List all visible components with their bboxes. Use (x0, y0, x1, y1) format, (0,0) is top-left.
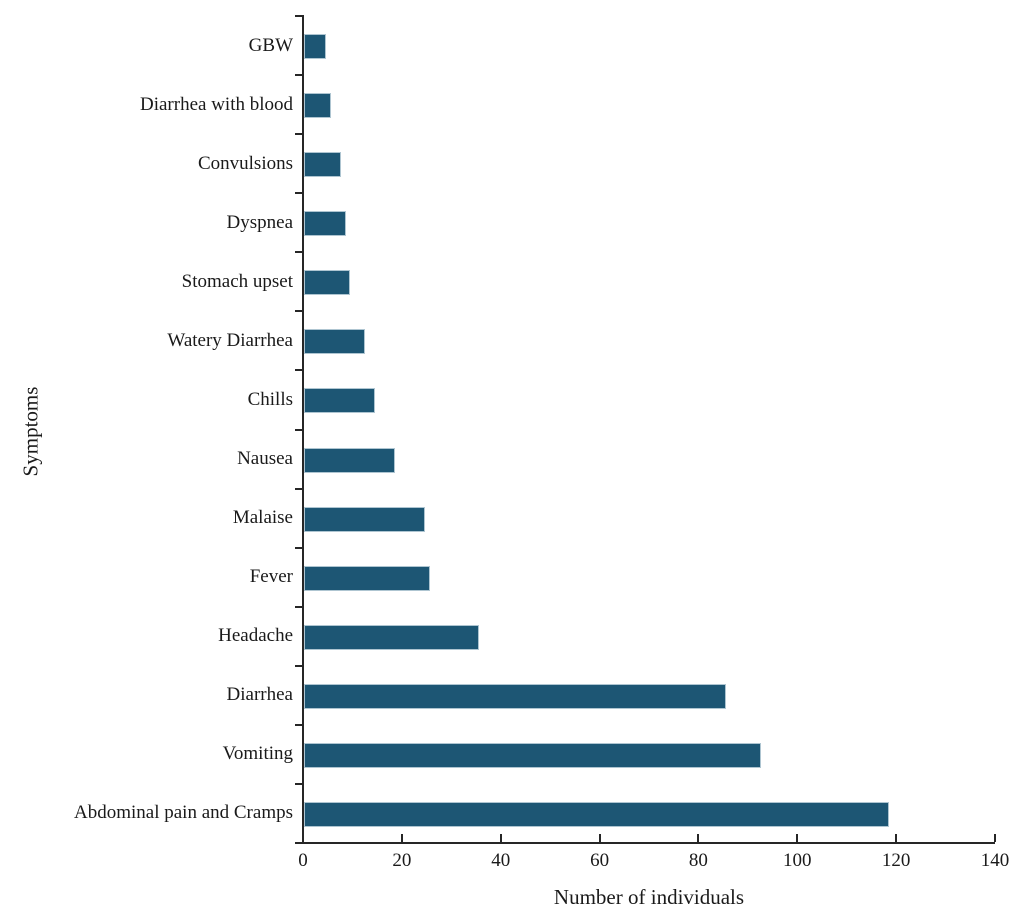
bar (304, 624, 479, 650)
x-axis-tick (697, 834, 700, 842)
x-axis-tick-label: 100 (783, 850, 812, 871)
y-axis-tick (295, 192, 303, 195)
bar (304, 506, 425, 532)
category-label: Convulsions (197, 152, 293, 174)
category-label: Nausea (237, 448, 293, 470)
bar (304, 742, 761, 768)
bar (304, 329, 366, 355)
bar (304, 388, 376, 414)
bar (304, 152, 341, 178)
category-label: Diarrhea with blood (139, 93, 293, 115)
x-axis-tick (400, 834, 403, 842)
category-label: Stomach upset (181, 270, 293, 292)
x-axis-tick (796, 834, 799, 842)
y-axis-tick (295, 369, 303, 372)
category-label: Malaise (232, 507, 293, 529)
bar (304, 34, 326, 60)
x-axis-tick (994, 834, 996, 842)
y-axis-tick (295, 782, 303, 785)
category-label: Chills (247, 388, 293, 410)
x-axis-tick (499, 834, 502, 842)
y-axis-tick (295, 74, 303, 77)
bar (304, 270, 351, 296)
y-axis-line (302, 15, 304, 844)
x-axis-tick-label: 0 (298, 850, 308, 871)
x-axis-tick (598, 834, 601, 842)
x-axis-tick-label: 20 (392, 850, 412, 871)
x-axis-line (302, 842, 995, 844)
category-label: Abdominal pain and Cramps (74, 802, 293, 824)
bar (304, 683, 727, 709)
bar (304, 801, 890, 827)
y-axis-tick (295, 546, 303, 549)
category-label: Watery Diarrhea (167, 329, 293, 351)
category-label: Diarrhea (226, 684, 293, 706)
y-axis-tick (295, 487, 303, 490)
bar (304, 447, 395, 473)
category-label: Vomiting (222, 743, 293, 765)
x-axis-tick (302, 834, 304, 842)
category-label: GBW (248, 34, 293, 56)
x-axis-tick-label: 140 (980, 850, 1010, 871)
bar (304, 565, 430, 591)
category-label: Fever (249, 566, 293, 588)
x-axis-tick-label: 120 (881, 850, 911, 871)
y-axis-tick (295, 15, 303, 17)
category-label: Dyspnea (226, 211, 293, 233)
y-axis-tick (295, 310, 303, 313)
x-axis-tick (895, 834, 898, 842)
y-axis-tick (295, 251, 303, 254)
y-axis-tick (295, 842, 303, 844)
y-axis-tick (295, 133, 303, 136)
y-axis-tick (295, 664, 303, 667)
category-label: Headache (218, 625, 293, 647)
x-axis-tick-label: 80 (688, 850, 708, 871)
y-axis-tick (295, 605, 303, 608)
bar (304, 93, 331, 119)
x-axis-title: Number of individuals (553, 885, 745, 909)
bar (304, 211, 346, 237)
x-axis-tick-label: 60 (590, 850, 610, 871)
y-axis-tick (295, 428, 303, 431)
x-axis-tick-label: 40 (491, 850, 511, 871)
y-axis-tick (295, 723, 303, 726)
